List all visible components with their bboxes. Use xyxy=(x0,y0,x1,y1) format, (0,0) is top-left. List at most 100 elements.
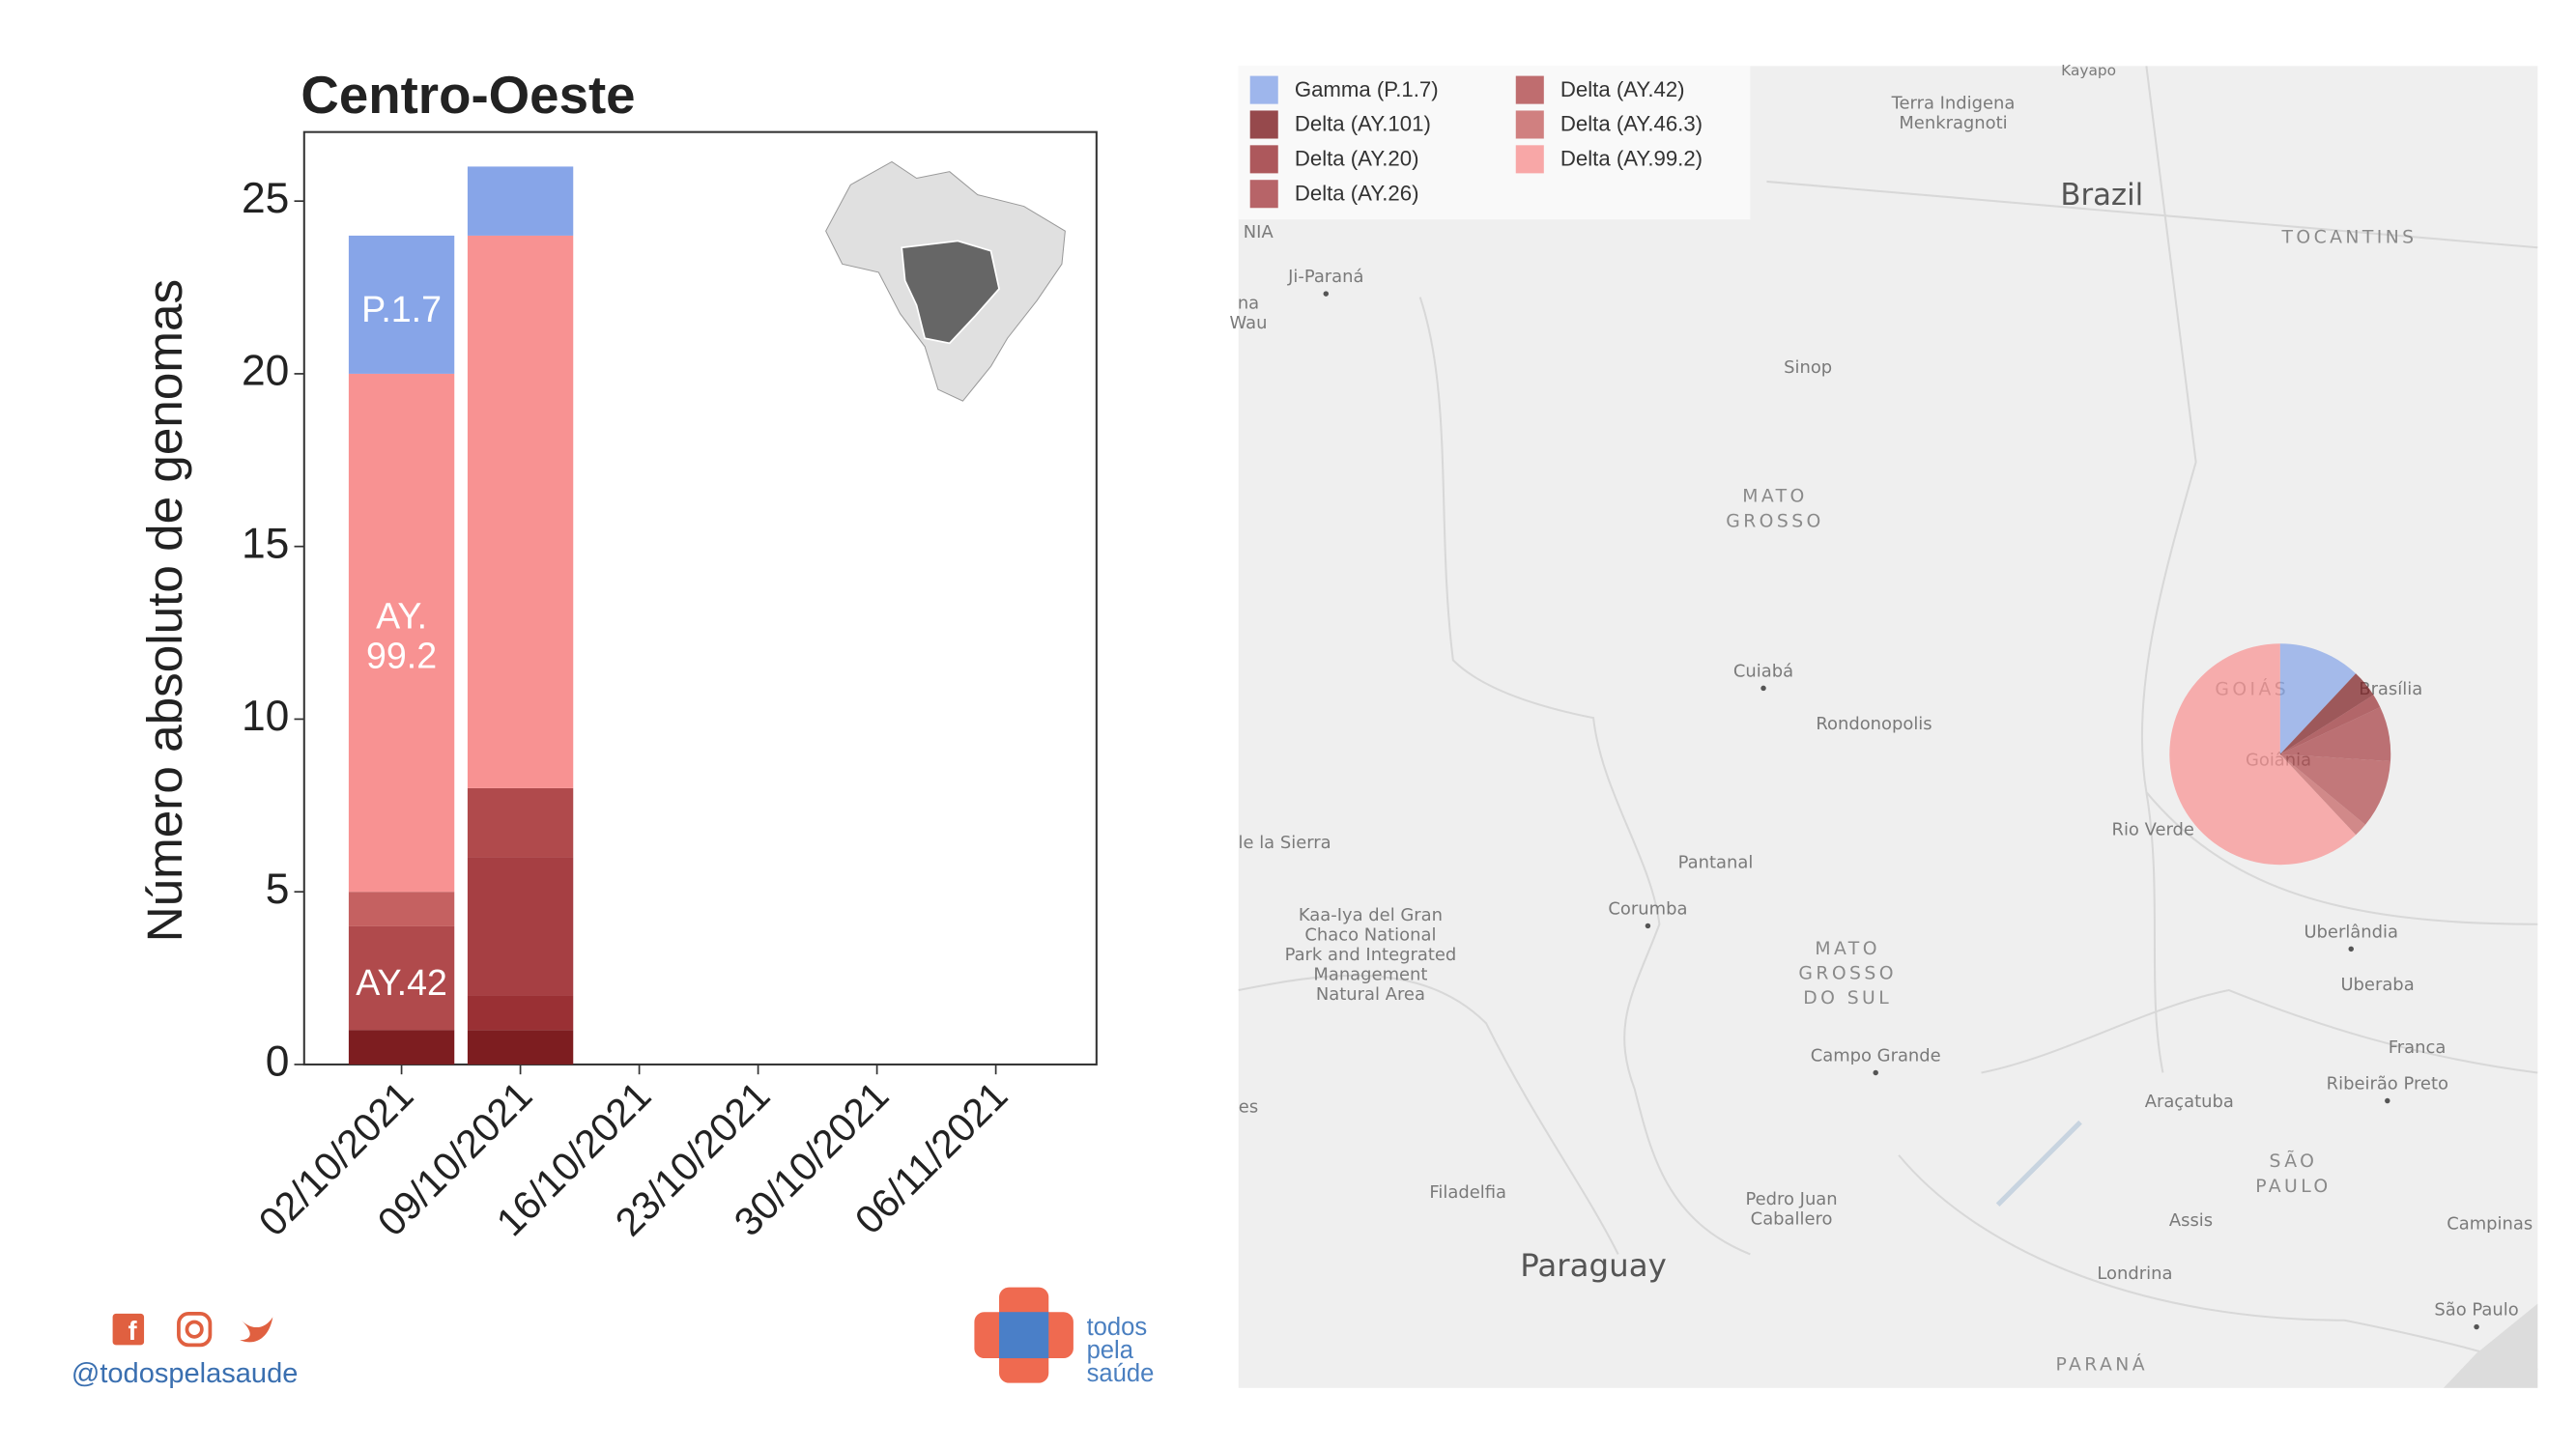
map-label: SÃO xyxy=(2270,1150,2318,1172)
map-label: Araçatuba xyxy=(2145,1092,2234,1112)
map-label: Brasília xyxy=(2359,679,2422,699)
bar-annotation: AY. xyxy=(376,596,427,637)
legend-label: Delta (AY.42) xyxy=(1560,77,1685,101)
city-dot xyxy=(1873,1069,1878,1076)
map-label: le la Sierra xyxy=(1239,833,1331,853)
map-label: Pedro Juan xyxy=(1745,1189,1837,1209)
bar-annotation: P.1.7 xyxy=(361,289,442,329)
map-label: Ribeirão Preto xyxy=(2327,1073,2448,1094)
bar-annotation: AY.42 xyxy=(356,962,447,1003)
city-dot xyxy=(1645,923,1651,929)
legend-swatch xyxy=(1515,75,1544,104)
map-label: NIA xyxy=(1244,222,1274,242)
map-label: São Paulo xyxy=(2434,1299,2518,1320)
logo-text: pela xyxy=(1087,1337,1134,1364)
bar-segment xyxy=(348,925,455,1031)
map-label: PARANÁ xyxy=(2055,1352,2148,1375)
map-label: Uberaba xyxy=(2340,975,2414,995)
y-tick-label: 20 xyxy=(242,348,289,395)
social-icons: f xyxy=(112,1312,273,1348)
city-dot xyxy=(1323,291,1330,297)
bar-segment xyxy=(467,995,574,1031)
legend-swatch xyxy=(1249,75,1278,104)
map-label: Brazil xyxy=(2060,178,2143,213)
map-label: Menkragnoti xyxy=(1899,113,2007,133)
bar-annotation: 99.2 xyxy=(366,636,437,676)
map-label: na xyxy=(1238,293,1259,313)
y-tick-label: 15 xyxy=(242,520,289,567)
map-label: TOCANTINS xyxy=(2281,228,2418,248)
map-label: Uberlândia xyxy=(2304,922,2398,942)
city-dot xyxy=(2474,1323,2479,1330)
map-label: GROSSO xyxy=(1798,963,1897,983)
map-label: Assis xyxy=(2169,1210,2213,1231)
legend-label: Gamma (P.1.7) xyxy=(1295,77,1439,101)
bar-segment xyxy=(348,373,455,893)
bar-segment xyxy=(348,235,455,374)
legend-box xyxy=(1238,66,1751,220)
map-label: Management xyxy=(1313,965,1427,985)
map-label: Campo Grande xyxy=(1811,1045,1941,1065)
legend-label: Delta (AY.101) xyxy=(1295,112,1431,136)
legend-label: Delta (AY.26) xyxy=(1295,181,1419,205)
map-label: Sinop xyxy=(1784,357,1832,378)
map-label: Londrina xyxy=(2097,1264,2172,1284)
bar-segment xyxy=(348,892,455,926)
bar-segment xyxy=(348,1030,455,1065)
map-label: Ji-Paraná xyxy=(1287,267,1363,287)
map-label: Caballero xyxy=(1751,1209,1833,1230)
pie-slice xyxy=(2279,643,2357,754)
map-label: Cuiabá xyxy=(1733,661,1793,681)
chart-title: Centro-Oeste xyxy=(301,66,635,125)
map-label: Wau xyxy=(1230,313,1268,333)
map-label: Kayapo xyxy=(2061,62,2116,79)
pie-slice xyxy=(2279,673,2374,754)
map-label: Rondonopolis xyxy=(1816,714,1932,734)
legend-label: Delta (AY.46.3) xyxy=(1560,112,1703,136)
bar-segment xyxy=(467,166,574,236)
y-tick-label: 25 xyxy=(242,175,289,222)
map-label: Natural Area xyxy=(1316,984,1425,1005)
legend-label: Delta (AY.99.2) xyxy=(1560,147,1703,171)
map-label: Rio Verde xyxy=(2111,819,2193,839)
legend-label: Delta (AY.20) xyxy=(1295,147,1419,171)
map-label: Terra Indigena xyxy=(1891,94,2016,114)
y-axis-label: Número absoluto de genomas xyxy=(137,279,192,943)
map-label: Filadelfia xyxy=(1429,1182,1506,1203)
y-tick-label: 10 xyxy=(242,693,289,740)
pie-slice xyxy=(2279,707,2391,761)
bar-segment xyxy=(467,235,574,788)
map-label: GROSSO xyxy=(1726,511,1824,531)
legend-swatch xyxy=(1249,145,1278,174)
map-label: Corumba xyxy=(1608,898,1687,919)
map-label: es xyxy=(1239,1096,1258,1117)
bar-segment xyxy=(467,1030,574,1065)
svg-text:f: f xyxy=(129,1316,138,1346)
map-label: Franca xyxy=(2389,1037,2447,1058)
map-label: Campinas xyxy=(2447,1214,2533,1235)
y-tick-label: 0 xyxy=(266,1038,290,1086)
map-label: PAULO xyxy=(2255,1177,2331,1197)
map-label: Paraguay xyxy=(1520,1247,1667,1284)
city-dot xyxy=(2385,1097,2390,1104)
bar-segment xyxy=(467,787,574,858)
map-label: Park and Integrated xyxy=(1285,945,1457,965)
legend-swatch xyxy=(1249,110,1278,139)
logo xyxy=(974,1287,1073,1383)
city-dot xyxy=(1760,685,1766,692)
map-label: Pantanal xyxy=(1678,853,1754,873)
map-label: MATO xyxy=(1815,939,1880,959)
map-label: Chaco National xyxy=(1304,925,1436,946)
legend-swatch xyxy=(1515,110,1544,139)
pie-slice xyxy=(2169,643,2357,866)
y-tick-label: 5 xyxy=(266,866,290,913)
footer-handle: @todospelasaude xyxy=(72,1358,298,1389)
region-map xyxy=(825,160,1066,402)
logo-text: todos xyxy=(1087,1314,1148,1341)
logo-text: saúde xyxy=(1087,1360,1155,1387)
legend-swatch xyxy=(1249,180,1278,209)
bar-segment xyxy=(467,857,574,996)
